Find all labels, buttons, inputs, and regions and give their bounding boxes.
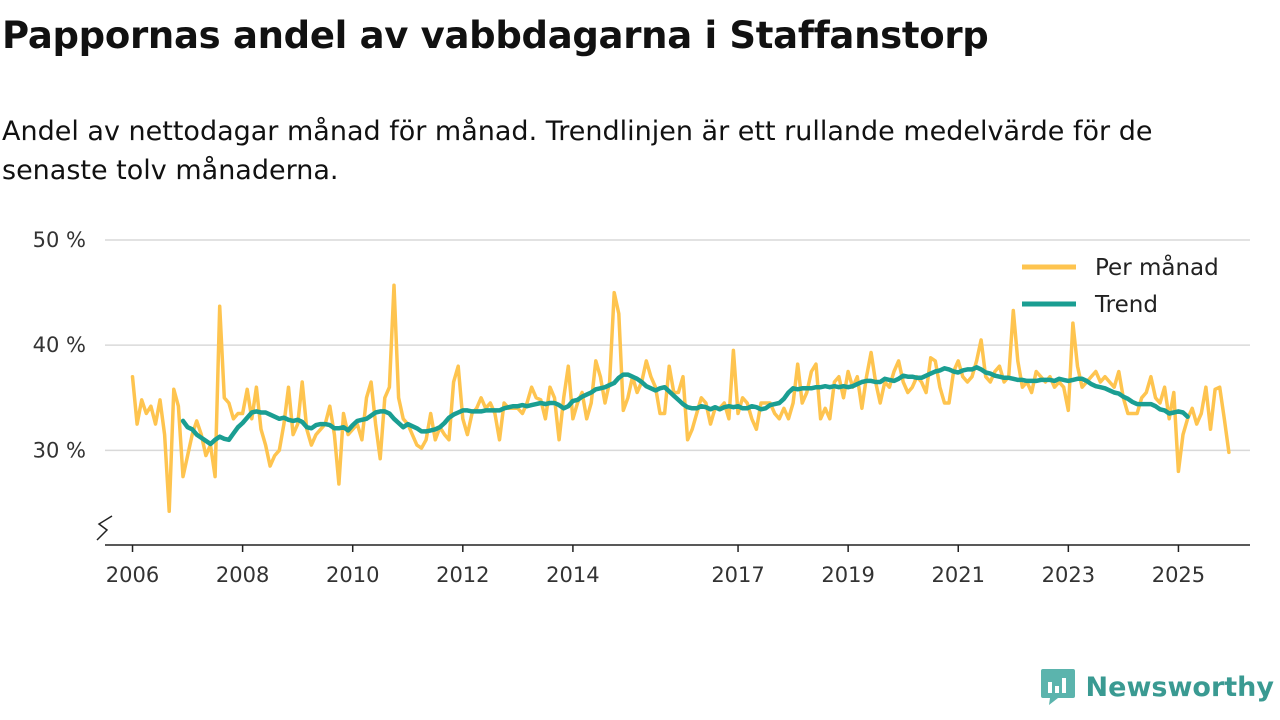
series-lines [130, 283, 1231, 514]
x-tick-label: 2012 [436, 563, 489, 587]
axis-break-marker [96, 515, 113, 541]
series-line-trend [180, 365, 1190, 447]
line-chart: 30 % 40 % 50 % 2006 2008 2010 2012 2014 2017 2019… [33, 228, 1250, 587]
chart-legend[interactable]: Per månad Trend [1022, 253, 1219, 318]
x-tick-label: 2006 [106, 563, 159, 587]
chart-title: Pappornas andel av vabbdagarna i Staffan… [2, 14, 989, 57]
chart-subtitle: Andel av nettodagar månad för månad. Tre… [2, 116, 1153, 186]
y-tick-label: 30 % [33, 438, 86, 462]
grid-lines [105, 239, 1250, 452]
x-tick-label: 2008 [216, 563, 269, 587]
newsworthy-logo-icon [1040, 669, 1075, 705]
y-tick-label: 50 % [33, 228, 86, 252]
legend-label: Trend [1094, 292, 1158, 318]
axes: 30 % 40 % 50 % 2006 2008 2010 2012 2014 2017 2019… [33, 228, 1250, 587]
x-tick-label: 2023 [1042, 563, 1095, 587]
y-tick-label: 40 % [33, 333, 86, 357]
x-tick-label: 2010 [326, 563, 379, 587]
x-tick-label: 2025 [1152, 563, 1205, 587]
legend-label: Per månad [1095, 253, 1219, 281]
brand-name: Newsworthy [1085, 671, 1274, 703]
x-tick-label: 2017 [711, 563, 764, 587]
x-tick-label: 2019 [821, 563, 874, 587]
newsworthy-brand[interactable]: Newsworthy [1040, 668, 1274, 706]
x-tick-label: 2021 [932, 563, 985, 587]
series-line-per-manad [130, 283, 1231, 514]
x-tick-label: 2014 [546, 563, 599, 587]
